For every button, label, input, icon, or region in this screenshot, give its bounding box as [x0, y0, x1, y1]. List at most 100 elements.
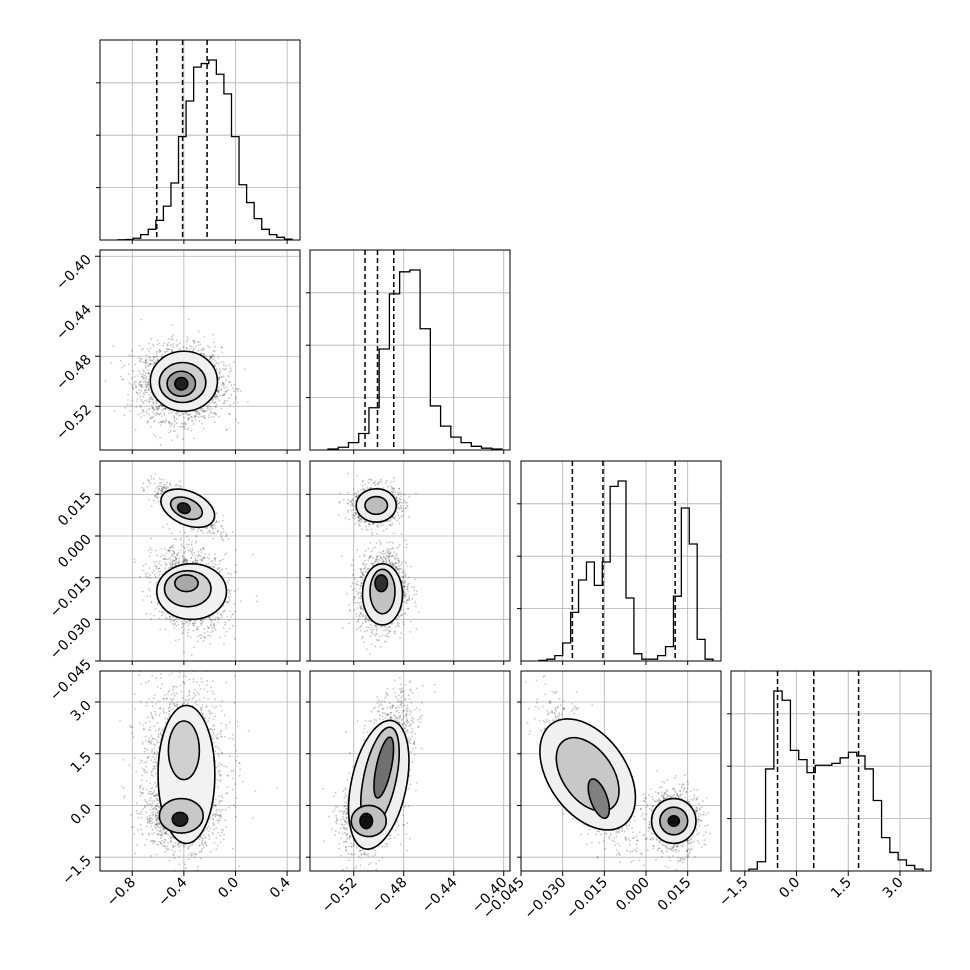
- scatter-point: [138, 382, 141, 384]
- scatter-point: [158, 342, 161, 345]
- scatter-point: [202, 548, 205, 551]
- scatter-point: [174, 430, 177, 432]
- scatter-point: [217, 390, 220, 393]
- scatter-point: [190, 415, 193, 418]
- scatter-point: [165, 418, 168, 421]
- scatter-point: [143, 394, 146, 396]
- scatter-point: [179, 480, 182, 483]
- scatter-point: [183, 421, 186, 424]
- scatter-point: [205, 355, 208, 357]
- scatter-point: [215, 395, 218, 398]
- scatter-point: [156, 358, 159, 360]
- scatter-point: [211, 524, 214, 527]
- scatter-point: [185, 543, 188, 546]
- scatter-point: [171, 323, 174, 326]
- scatter-point: [162, 420, 164, 423]
- scatter-point: [163, 342, 165, 345]
- scatter-point: [175, 558, 178, 560]
- scatter-point: [192, 560, 195, 563]
- scatter-point: [163, 487, 165, 489]
- scatter-point: [154, 608, 157, 611]
- scatter-point: [162, 484, 165, 486]
- scatter-point: [157, 562, 160, 565]
- scatter-point: [163, 486, 166, 488]
- scatter-point: [147, 383, 150, 386]
- scatter-point: [231, 624, 234, 627]
- scatter-point: [170, 350, 173, 353]
- scatter-point: [183, 557, 186, 560]
- scatter-point: [140, 398, 142, 401]
- scatter-point: [173, 550, 175, 553]
- scatter-point: [218, 377, 221, 380]
- scatter-point: [146, 486, 149, 488]
- scatter-point: [154, 362, 157, 364]
- scatter-point: [207, 634, 210, 637]
- scatter-point: [147, 384, 150, 387]
- scatter-point: [196, 561, 199, 564]
- scatter-point: [203, 336, 206, 338]
- scatter-point: [158, 488, 161, 491]
- scatter-point: [202, 547, 205, 549]
- scatter-point: [228, 578, 231, 581]
- scatter-point: [222, 558, 225, 561]
- scatter-point: [144, 380, 146, 382]
- scatter-point: [214, 345, 216, 348]
- scatter-point: [187, 318, 190, 321]
- scatter-point: [177, 562, 180, 565]
- scatter-point: [155, 568, 158, 570]
- scatter-point: [140, 385, 143, 387]
- scatter-point: [145, 376, 148, 378]
- scatter-point: [179, 348, 182, 350]
- scatter-point: [147, 479, 150, 481]
- scatter-point: [148, 386, 151, 388]
- scatter-point: [145, 358, 148, 360]
- scatter-point: [181, 633, 184, 635]
- scatter-point: [193, 340, 196, 343]
- scatter-point: [172, 343, 175, 345]
- scatter-point: [160, 415, 163, 418]
- scatter-point: [222, 368, 225, 370]
- scatter-point: [217, 356, 220, 359]
- scatter-point: [216, 397, 219, 400]
- scatter-point: [181, 555, 184, 558]
- scatter-point: [235, 418, 238, 421]
- scatter-point: [131, 355, 134, 357]
- scatter-point: [171, 338, 174, 341]
- scatter-point: [146, 412, 149, 415]
- scatter-point: [149, 418, 152, 420]
- scatter-point: [210, 416, 213, 418]
- scatter-point: [148, 372, 150, 375]
- scatter-point: [142, 376, 145, 379]
- scatter-point: [222, 605, 225, 608]
- scatter-point: [142, 361, 145, 363]
- scatter-point: [133, 381, 136, 384]
- scatter-point: [124, 406, 126, 409]
- scatter-point: [212, 399, 214, 401]
- scatter-point: [148, 363, 151, 366]
- histogram-panel-2: [306, 249, 511, 451]
- scatter-point: [232, 402, 235, 404]
- scatter-point: [161, 409, 164, 412]
- scatter-point: [170, 566, 172, 568]
- scatter-point: [186, 338, 189, 341]
- scatter-point: [185, 347, 188, 350]
- scatter-point: [197, 330, 200, 333]
- scatter-point: [224, 367, 227, 370]
- scatter-point: [178, 557, 181, 560]
- scatter-point: [147, 389, 150, 392]
- scatter-point: [184, 620, 187, 623]
- scatter-point: [193, 437, 196, 440]
- scatter-point: [140, 357, 143, 360]
- scatter-point: [183, 558, 186, 561]
- scatter-point: [112, 345, 115, 347]
- scatter-point: [148, 413, 151, 416]
- scatter-point: [171, 547, 174, 549]
- scatter-point: [200, 622, 202, 625]
- scatter-point: [175, 621, 178, 623]
- scatter-point: [209, 623, 212, 626]
- scatter-point: [237, 588, 240, 591]
- scatter-point: [172, 550, 175, 553]
- scatter-point: [145, 385, 148, 388]
- scatter-point: [160, 489, 162, 492]
- scatter-point: [146, 400, 148, 402]
